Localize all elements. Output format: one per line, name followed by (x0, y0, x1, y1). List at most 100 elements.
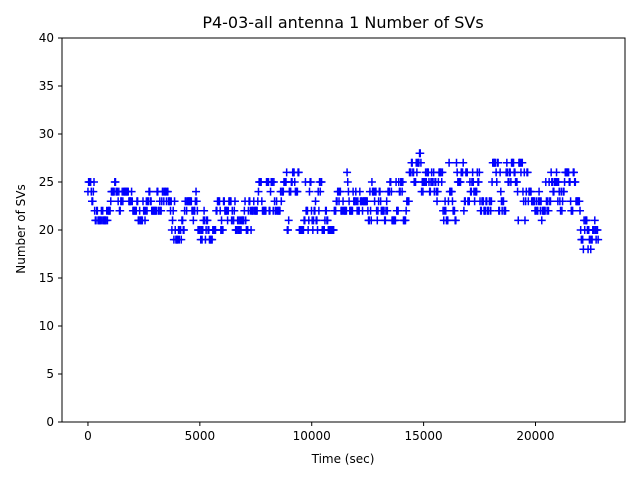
data-point (475, 168, 484, 177)
data-point (367, 178, 376, 186)
data-point (147, 197, 156, 206)
data-point (558, 197, 567, 206)
data-point (576, 206, 585, 215)
data-point (106, 197, 115, 206)
data-point (448, 197, 457, 206)
data-point (127, 187, 136, 196)
data-point (284, 216, 293, 225)
data-point (157, 206, 166, 215)
data-point (412, 168, 421, 177)
data-point (141, 216, 150, 225)
data-point (106, 206, 115, 215)
data-point (578, 235, 587, 244)
data-point (546, 197, 555, 206)
data-point (594, 235, 603, 244)
data-point (445, 158, 454, 167)
data-point (451, 216, 460, 225)
data-point (170, 197, 179, 206)
data-point (387, 187, 396, 196)
data-point (487, 197, 496, 206)
data-point (593, 226, 602, 234)
data-point (266, 187, 275, 196)
data-point (314, 206, 323, 215)
data-point (472, 187, 481, 196)
y-tick-label: 5 (46, 367, 54, 381)
data-point (169, 206, 178, 215)
data-point (323, 216, 332, 225)
data-point (494, 158, 503, 167)
data-point (398, 187, 407, 196)
data-point (317, 178, 326, 186)
data-point (514, 216, 523, 225)
data-point (552, 168, 561, 177)
data-point (373, 216, 382, 225)
y-tick-label: 25 (39, 175, 54, 189)
y-axis-label: Number of SVs (14, 184, 28, 273)
data-point (381, 216, 390, 225)
data-point (269, 178, 278, 186)
data-point (437, 178, 446, 186)
data-point (450, 206, 459, 215)
data-point (168, 216, 177, 225)
data-point (433, 187, 442, 196)
data-point (306, 178, 315, 186)
data-point (523, 168, 532, 177)
data-point (89, 187, 98, 196)
data-point (116, 206, 125, 215)
data-point (499, 197, 508, 206)
data-point (336, 187, 345, 196)
x-axis-label: Time (sec) (311, 452, 375, 466)
x-axis: 0 5000 10000 15000 20000 (84, 422, 555, 443)
data-point (404, 197, 413, 206)
data-point (569, 168, 578, 177)
data-point (447, 187, 456, 196)
data-point (103, 216, 112, 225)
data-point (193, 206, 202, 215)
y-tick-label: 15 (39, 271, 54, 285)
data-point (192, 197, 201, 206)
data-point (179, 226, 188, 234)
data-point (459, 158, 468, 167)
data-point (375, 187, 384, 196)
x-tick-label: 10000 (293, 429, 331, 443)
data-point (537, 216, 546, 225)
data-point (575, 197, 584, 206)
data-point (290, 178, 299, 186)
data-point (343, 168, 352, 177)
data-point (433, 197, 442, 206)
data-point (402, 206, 411, 215)
data-point (355, 187, 364, 196)
data-point (177, 235, 186, 244)
data-point (363, 197, 372, 206)
data-point (294, 168, 303, 177)
data-point (218, 226, 227, 234)
data-point (312, 216, 321, 225)
y-tick-label: 0 (46, 415, 54, 429)
data-point (441, 206, 450, 215)
y-tick-label: 20 (39, 223, 54, 237)
y-tick-label: 35 (39, 79, 54, 93)
data-point (257, 197, 266, 206)
plot-area (83, 149, 603, 254)
data-point (418, 187, 427, 196)
data-point (568, 206, 577, 215)
x-tick-label: 0 (84, 429, 92, 443)
data-point (163, 187, 172, 196)
data-point (88, 197, 97, 206)
data-point (411, 178, 420, 186)
data-point (520, 216, 529, 225)
data-point (443, 216, 452, 225)
x-tick-label: 20000 (516, 429, 554, 443)
x-tick-label: 15000 (405, 429, 443, 443)
data-point (200, 206, 209, 215)
data-point (189, 216, 198, 225)
y-tick-label: 30 (39, 127, 54, 141)
x-tick-label: 5000 (185, 429, 216, 443)
data-point (383, 206, 392, 215)
data-point (557, 206, 566, 215)
data-point (89, 178, 98, 186)
data-point (582, 216, 591, 225)
data-point (416, 158, 425, 167)
data-point (230, 197, 239, 206)
